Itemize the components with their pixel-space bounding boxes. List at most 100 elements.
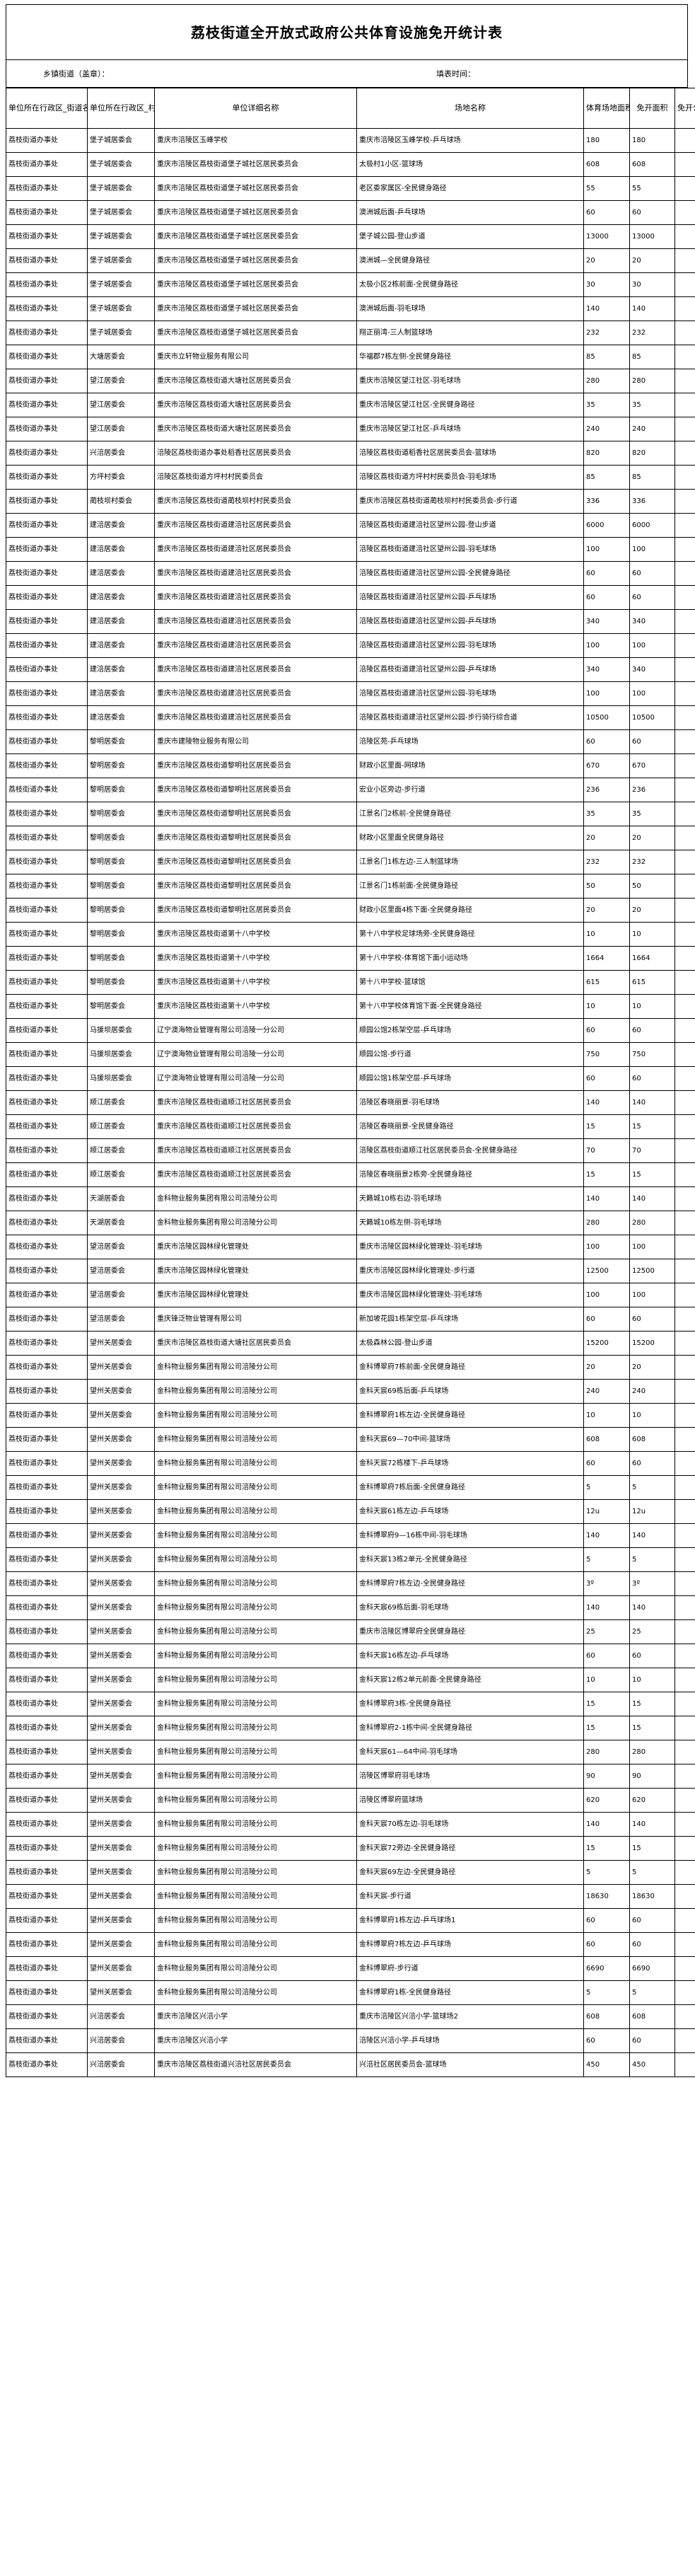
page-title: 荔枝街道全开放式政府公共体育设施免开统计表 [191,23,503,41]
cell-free-area: 85 [629,465,675,490]
cell-venue-name: 金科天宸72旁边-全民健身路径 [356,1836,584,1861]
cell-unit-name: 重庆市涪陵区荔枝街道黎明社区居民委员会 [154,874,357,899]
cell-disclosure-method [674,1162,695,1187]
cell-unit-name: 重庆市涪陵区荔枝街道黎明社区居民委员会 [154,753,357,778]
cell-street: 荔枝街道办事处 [6,513,88,538]
cell-venue-area: 232 [583,320,630,345]
cell-unit-name: 重庆市涪陵区荔枝街道堡子城社区居民委员会 [154,152,357,177]
cell-venue-name: 金科博翠府9—16栋中间-羽毛球场 [356,1523,584,1548]
cell-free-area: 100 [629,537,675,562]
cell-disclosure-method [674,1451,695,1476]
cell-venue-area: 750 [583,1042,630,1067]
cell-free-area: 55 [629,176,675,201]
cell-village: 兴涪居委会 [87,441,155,466]
table-row: 荔枝街道办事处 堡子城居委会 重庆市涪陵区荔枝街道堡子城社区居民委员会 翔正丽湾-三人… [6,320,695,345]
cell-free-area: 450 [629,2052,675,2077]
cell-venue-area: 30 [583,272,630,297]
cell-unit-name: 重庆市涪陵区荔枝街道大塘社区居民委员会 [154,417,357,441]
cell-street: 荔枝街道办事处 [6,1042,88,1067]
cell-venue-area: 85 [583,465,630,490]
cell-unit-name: 重庆市涪陵区荔枝街道堡子城社区居民委员会 [154,224,357,249]
cell-village: 望州关居委会 [87,1619,155,1644]
cell-street: 荔枝街道办事处 [6,176,88,201]
cell-venue-area: 100 [583,633,630,658]
cell-venue-name: 金科博翠府3栋-全民健身路径 [356,1692,584,1716]
cell-street: 荔枝街道办事处 [6,1403,88,1428]
cell-venue-name: 涪陵区春晓丽景-全民健身路径 [356,1114,584,1139]
cell-free-area: 60 [629,561,675,586]
table-row: 荔枝街道办事处 兴涪居委会 重庆市涪陵区兴涪小学 涪陵区兴涪小学-乒乓球场 60 60 [6,2028,695,2053]
cell-free-area: 100 [629,633,675,658]
cell-venue-name: 涪陵区荔枝街道建涪社区望州公园-全民健身路径 [356,561,584,586]
cell-venue-area: 5 [583,1980,630,2005]
cell-village: 黎明居委会 [87,922,155,947]
cell-venue-area: 60 [583,1932,630,1957]
cell-venue-name: 金科天宸69栋后面-乒乓球场 [356,1379,584,1404]
cell-venue-name: 财政小区里面-网球场 [356,753,584,778]
table-row: 荔枝街道办事处 建涪居委会 重庆市涪陵区荔枝街道建涪社区居民委员会 涪陵区荔枝街道建涪… [6,609,695,634]
cell-unit-name: 重庆市涪陵区兴涪小学 [154,2004,357,2029]
cell-unit-name: 重庆市涪陵区荔枝街道建涪社区居民委员会 [154,681,357,706]
cell-village: 望州关居委会 [87,1956,155,1981]
cell-venue-area: 10 [583,922,630,947]
table-row: 荔枝街道办事处 望江居委会 重庆市涪陵区荔枝街道大塘社区居民委员会 重庆市涪陵区望江社… [6,369,695,393]
table-row: 荔枝街道办事处 兴涪居委会 重庆市涪陵区兴涪小学 重庆市涪陵区兴涪小学-篮球场2 608… [6,2004,695,2029]
cell-unit-name: 金科物业服务集团有限公司涪陵分公司 [154,1571,357,1596]
cell-street: 荔枝街道办事处 [6,128,88,153]
cell-unit-name: 金科物业服务集团有限公司涪陵分公司 [154,1860,357,1885]
cell-free-area: 90 [629,1764,675,1789]
cell-street: 荔枝街道办事处 [6,1571,88,1596]
cell-village: 顺江居委会 [87,1114,155,1139]
table-row: 荔枝街道办事处 蔺枝坝村委会 重庆市涪陵区荔枝街道蔺枝坝村村民委员会 重庆市涪陵区荔枝… [6,489,695,514]
cell-disclosure-method [674,200,695,225]
cell-village: 兴涪居委会 [87,2052,155,2077]
table-row: 荔枝街道办事处 黎明居委会 重庆市涪陵区荔枝街道黎明社区居民委员会 江景名门1栋左边-… [6,850,695,874]
cell-venue-area: 10 [583,994,630,1019]
cell-free-area: 100 [629,681,675,706]
cell-venue-name: 重庆市涪陵区园林绿化管理处-羽毛球场 [356,1283,584,1307]
cell-venue-area: 280 [583,1211,630,1235]
cell-village: 黎明居委会 [87,898,155,923]
cell-disclosure-method [674,898,695,923]
cell-venue-name: 金科博翠府-步行道 [356,1956,584,1981]
cell-disclosure-method [674,609,695,634]
cell-unit-name: 重庆市涪陵区荔枝街道建涪社区居民委员会 [154,513,357,538]
cell-street: 荔枝街道办事处 [6,2052,88,2077]
cell-unit-name: 金科物业服务集团有限公司涪陵分公司 [154,1932,357,1957]
cell-venue-name: 重庆市涪陵区望江社区-全民健身路径 [356,393,584,417]
cell-unit-name: 重庆市涪陵区荔枝街道黎明社区居民委员会 [154,826,357,850]
cell-venue-name: 金科博翠府1栋-全民健身路径 [356,1980,584,2005]
cell-free-area: 13000 [629,224,675,249]
cell-free-area: 60 [629,1307,675,1332]
cell-village: 望涪居委会 [87,1259,155,1283]
cell-disclosure-method [674,1523,695,1548]
col-header-disclosure-method: 免开公示方式 [674,88,695,129]
cell-venue-area: 232 [583,850,630,874]
cell-venue-name: 江景名门2栋前-全民健身路径 [356,802,584,826]
cell-disclosure-method [674,1427,695,1452]
cell-disclosure-method [674,1066,695,1091]
cell-venue-area: 60 [583,1644,630,1668]
cell-street: 荔枝街道办事处 [6,681,88,706]
cell-street: 荔枝街道办事处 [6,1523,88,1548]
cell-disclosure-method [674,345,695,369]
table-row: 荔枝街道办事处 黎明居委会 重庆市涪陵区荔枝街道黎明社区居民委员会 财政小区里面4栋下… [6,898,695,923]
table-row: 荔枝街道办事处 兴涪居委会 涪陵区荔枝街道办事处稻香社区居民委员会 涪陵区荔枝街道稻香… [6,441,695,466]
cell-venue-name: 新加坡花园1栋架空层-乒乓球场 [356,1307,584,1332]
cell-venue-area: 280 [583,369,630,393]
table-row: 荔枝街道办事处 堡子城居委会 重庆市涪陵区玉峰学校 重庆市涪陵区玉峰学校-乒乓球场 18… [6,128,695,153]
cell-venue-area: 5 [583,1475,630,1500]
cell-disclosure-method [674,1619,695,1644]
cell-venue-name: 第十八中学校体育馆下面-全民健身路径 [356,994,584,1019]
cell-unit-name: 金科物业服务集团有限公司涪陵分公司 [154,1644,357,1668]
cell-street: 荔枝街道办事处 [6,1331,88,1356]
cell-free-area: 240 [629,417,675,441]
cell-venue-name: 太极森林公园-登山步道 [356,1331,584,1356]
cell-venue-name: 太极村1小区-篮球场 [356,152,584,177]
cell-disclosure-method [674,850,695,874]
table-row: 荔枝街道办事处 建涪居委会 重庆市涪陵区荔枝街道建涪社区居民委员会 涪陵区荔枝街道建涪… [6,705,695,730]
cell-street: 荔枝街道办事处 [6,802,88,826]
cell-venue-name: 金科天宸70栋左边-羽毛球场 [356,1812,584,1837]
cell-disclosure-method [674,1235,695,1259]
cell-disclosure-method [674,1980,695,2005]
